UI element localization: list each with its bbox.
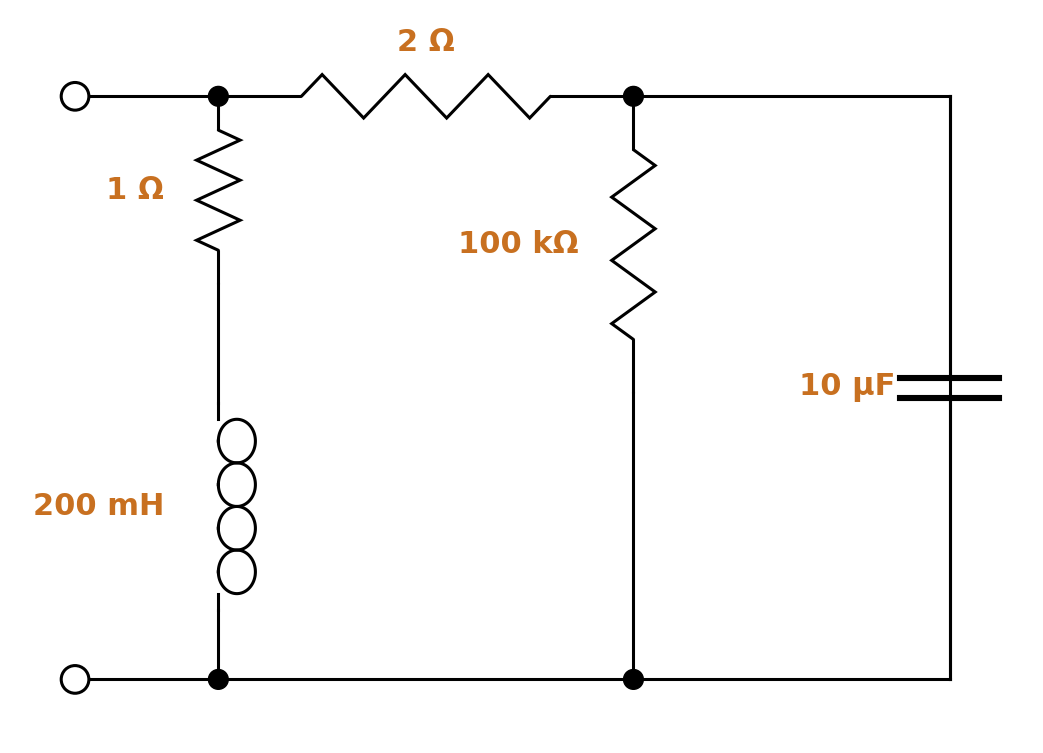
Circle shape	[624, 669, 644, 689]
Text: 100 kΩ: 100 kΩ	[459, 230, 579, 259]
Text: 200 mH: 200 mH	[32, 492, 164, 521]
Text: 2 Ω: 2 Ω	[397, 28, 455, 56]
Circle shape	[624, 87, 644, 106]
Circle shape	[209, 87, 228, 106]
Text: 10 μF: 10 μF	[799, 373, 895, 402]
Circle shape	[209, 669, 228, 689]
Text: 1 Ω: 1 Ω	[106, 175, 164, 205]
